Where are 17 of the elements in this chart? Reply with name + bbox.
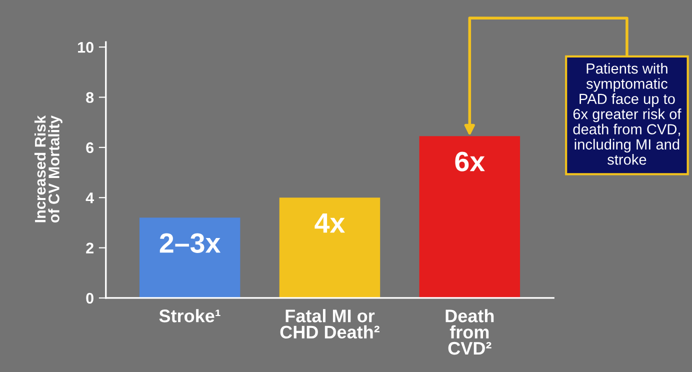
annotation: Patients with symptomatic PAD face up to 6x greater risk of death from CVD, including MI and stroke — [573, 62, 682, 165]
data-label: 2–3x — [160, 233, 221, 253]
x-tick-label: Fatal MI or CHD Death² — [280, 309, 380, 339]
y-tick-label: 0 — [86, 292, 94, 304]
x-tick-label: Stroke¹ — [159, 309, 220, 322]
data-label: 6x — [455, 152, 485, 172]
bar — [139, 218, 240, 298]
y-tick-label: 4 — [86, 192, 94, 204]
y-axis-title: Increased Risk of CV Mortality — [34, 115, 62, 223]
y-tick-label: 8 — [86, 92, 94, 103]
x-tick-label: Death from CVD² — [446, 309, 494, 355]
bar — [279, 198, 380, 298]
data-label: 4x — [314, 213, 345, 233]
y-tick-label: 2 — [86, 242, 94, 254]
bar — [419, 136, 520, 298]
y-tick-label: 10 — [78, 42, 94, 53]
y-tick-label: 6 — [86, 142, 94, 154]
